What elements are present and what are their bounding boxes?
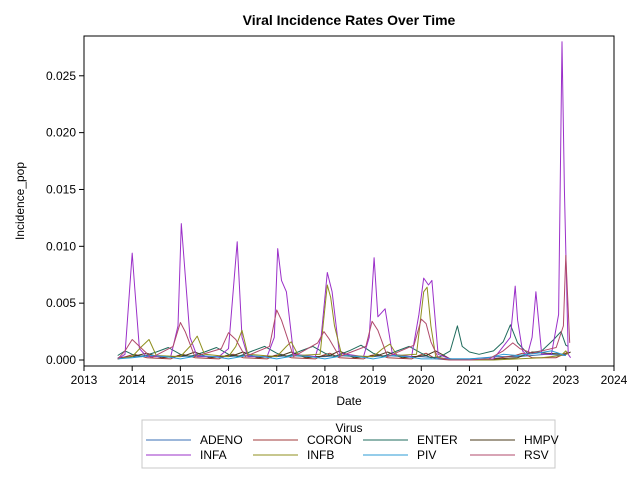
y-tick-label: 0.015	[46, 182, 76, 196]
x-tick-label: 2016	[215, 373, 242, 387]
x-tick-label: 2018	[312, 373, 339, 387]
y-tick-label: 0.000	[46, 353, 76, 367]
legend-label-adeno: ADENO	[200, 433, 243, 447]
series-line-infa	[117, 41, 572, 361]
chart-title: Viral Incidence Rates Over Time	[243, 12, 456, 28]
x-tick-label: 2014	[119, 373, 146, 387]
legend: Virus ADENO CORON ENTER HMPV INFA INFB PIV RSV	[141, 419, 559, 469]
y-tick-label: 0.005	[46, 296, 76, 310]
legend-label-hmpv: HMPV	[524, 433, 559, 447]
legend-title: Virus	[335, 421, 362, 435]
legend-label-piv: PIV	[417, 448, 436, 462]
x-tick-label: 2019	[360, 373, 387, 387]
x-tick-label: 2021	[456, 373, 483, 387]
y-axis-label: Incidence_pop	[13, 162, 27, 240]
x-axis: 2013 2014 2015 2016 2017 2018 2019 2020 2021 2022…	[71, 366, 628, 387]
x-tick-label: 2015	[167, 373, 194, 387]
legend-label-rsv: RSV	[524, 448, 549, 462]
series-line-infb	[117, 284, 569, 361]
x-tick-label: 2013	[71, 373, 98, 387]
series-line-enter	[117, 324, 569, 359]
legend-box	[141, 419, 556, 469]
x-tick-label: 2020	[408, 373, 435, 387]
series-line-rsv	[117, 254, 571, 361]
y-tick-label: 0.020	[46, 126, 76, 140]
x-tick-label: 2017	[263, 373, 290, 387]
plot-frame	[83, 35, 615, 367]
legend-label-infb: INFB	[307, 448, 334, 462]
y-tick-label: 0.025	[46, 69, 76, 83]
legend-items: ADENO CORON ENTER HMPV INFA INFB PIV RSV	[146, 433, 559, 462]
legend-label-infa: INFA	[200, 448, 227, 462]
x-tick-label: 2024	[601, 373, 628, 387]
x-tick-label: 2023	[552, 373, 579, 387]
y-axis: 0.000 0.005 0.010 0.015 0.020 0.025	[46, 69, 84, 367]
series-lines	[117, 41, 572, 361]
x-tick-label: 2022	[504, 373, 531, 387]
y-tick-label: 0.010	[46, 239, 76, 253]
legend-label-enter: ENTER	[417, 433, 458, 447]
legend-label-coron: CORON	[307, 433, 352, 447]
x-axis-label: Date	[336, 394, 362, 408]
